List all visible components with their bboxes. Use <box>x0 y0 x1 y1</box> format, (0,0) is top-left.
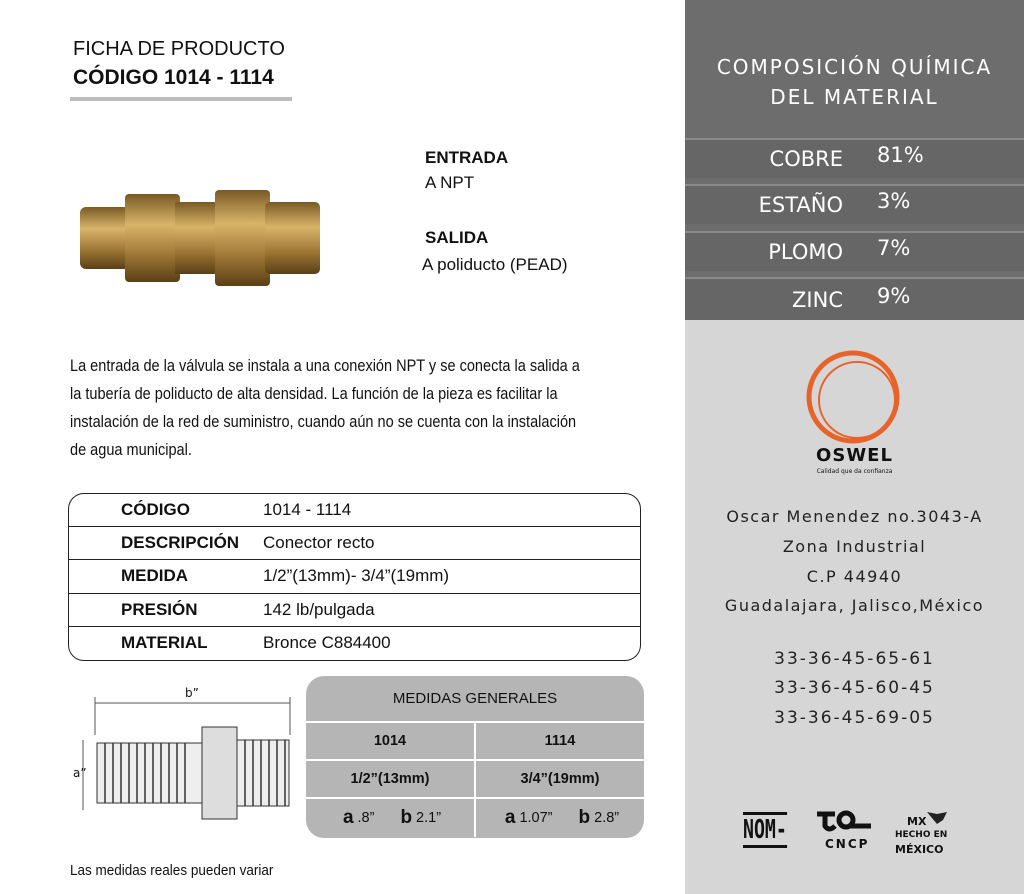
a-label: a <box>504 807 516 828</box>
element-pct: 9% <box>877 283 911 308</box>
title-underline <box>70 97 292 101</box>
b-label: b <box>578 807 591 828</box>
spec-key: MATERIAL <box>121 633 208 653</box>
phone-number: 33-36-45-69-05 <box>774 708 935 728</box>
measure-code: 1114 <box>474 723 644 759</box>
composition-title: COMPOSICIÓN QUÍMICA <box>716 55 993 79</box>
nom-logo: NOM- <box>743 812 787 848</box>
element-name: PLOMO <box>768 240 843 264</box>
dimension-drawing <box>82 697 291 820</box>
entrada-value: A NPT <box>425 173 475 192</box>
a-label: a <box>342 807 354 828</box>
spec-row: MATERIAL Bronce C884400 <box>69 627 640 660</box>
dimension-a-label: a” <box>73 766 87 780</box>
spec-table: CÓDIGO 1014 - 1114 DESCRIPCIÓN Conector re… <box>68 493 641 661</box>
spec-value: 142 lb/pulgada <box>263 599 375 619</box>
spec-value: 1014 - 1114 <box>263 500 352 520</box>
b-value: 2.8” <box>594 810 620 826</box>
spec-row: MEDIDA 1/2”(13mm)- 3/4”(19mm) <box>69 560 640 594</box>
measure-code: 1014 <box>373 733 407 749</box>
eagle-icon <box>927 812 947 824</box>
spec-value: Conector recto <box>263 533 375 553</box>
address-line: C.P 44940 <box>806 567 903 586</box>
disclaimer-note: Las medidas reales pueden variar <box>70 862 274 879</box>
phone-number: 33-36-45-60-45 <box>774 678 935 698</box>
product-image <box>80 190 320 286</box>
a-value: 1.07” <box>519 810 553 826</box>
salida-value: A poliducto (PEAD) <box>422 255 568 274</box>
composition-subtitle: DEL MATERIAL <box>770 85 939 109</box>
spec-value: 1/2”(13mm)- 3/4”(19mm) <box>263 566 450 586</box>
address-line: Guadalajara, Jalisco,México <box>724 596 985 615</box>
spec-row: DESCRIPCIÓN Conector recto <box>69 527 640 561</box>
spec-key: CÓDIGO <box>121 500 190 520</box>
product-code-title: CÓDIGO 1014 - 1114 <box>73 66 274 89</box>
composition-row: PLOMO 7% <box>685 231 1024 271</box>
element-name: ESTAÑO <box>758 193 843 217</box>
element-pct: 81% <box>877 143 924 167</box>
spec-key: MEDIDA <box>121 566 189 586</box>
mx-label: MX <box>907 815 927 828</box>
spec-value: Bronce C884400 <box>263 633 391 653</box>
spec-key: PRESIÓN <box>121 599 198 619</box>
sheet-label: FICHA DE PRODUCTO <box>73 38 285 60</box>
mexico-label: MÉXICO <box>895 843 944 856</box>
right-panel: COMPOSICIÓN QUÍMICA DEL MATERIAL COBRE 81%… <box>685 0 1024 894</box>
element-pct: 3% <box>877 189 911 213</box>
b-label: b <box>400 807 413 828</box>
measure-size: 3/4”(19mm) <box>474 761 644 797</box>
element-pct: 7% <box>877 236 911 260</box>
address-line: Zona Industrial <box>782 537 927 556</box>
element-name: ZINC <box>792 287 843 312</box>
element-name: COBRE <box>769 147 843 171</box>
spec-row: CÓDIGO 1014 - 1114 <box>69 494 640 528</box>
spec-row: PRESIÓN 142 lb/pulgada <box>69 594 640 627</box>
product-description: La entrada de la válvula se instala a un… <box>70 357 580 459</box>
salida-label: SALIDA <box>425 228 489 247</box>
cncp-label: CNCP <box>825 837 870 851</box>
phone-number: 33-36-45-65-61 <box>774 649 935 669</box>
spec-key: DESCRIPCIÓN <box>121 533 240 553</box>
general-measures-table: MEDIDAS GENERALES 1014 1114 1/2”(13mm) 3/4… <box>306 676 644 838</box>
entrada-label: ENTRADA <box>425 148 509 167</box>
logo-tagline: Calidad que da confianza <box>816 468 893 475</box>
b-value: 2.1” <box>416 810 442 826</box>
composition-row: ESTAÑO 3% <box>685 184 1024 224</box>
dimension-b-label: b” <box>185 686 199 700</box>
logo-name: OSWEL <box>816 445 893 466</box>
measures-title: MEDIDAS GENERALES <box>306 676 644 723</box>
composition-row: COBRE 81% <box>685 138 1024 178</box>
measure-size: 1/2”(13mm) <box>350 771 430 787</box>
hecho-en-label: HECHO EN <box>895 830 948 840</box>
composition-row: ZINC 9% <box>685 277 1024 320</box>
cncp-logo-icon <box>817 810 871 832</box>
address-line: Oscar Menendez no.3043-A <box>726 507 983 526</box>
oswel-logo-icon <box>806 350 900 444</box>
a-value: .8” <box>357 810 375 826</box>
